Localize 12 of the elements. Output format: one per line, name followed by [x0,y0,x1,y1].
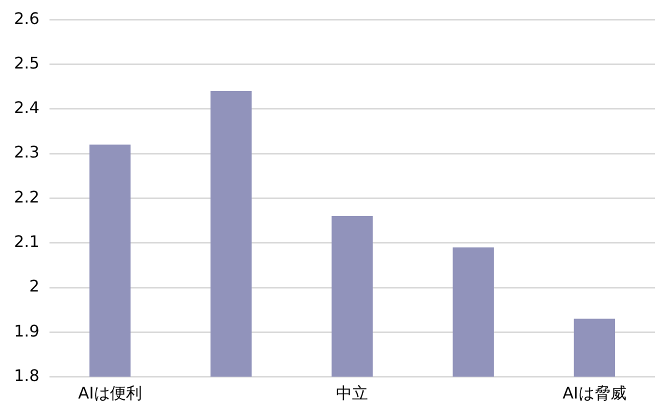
y-tick-label: 2.6 [14,8,40,28]
y-tick-label: 1.9 [14,321,40,340]
y-tick-label: 2.2 [14,187,40,206]
y-tick-label: 2 [29,276,40,296]
y-tick-label: 2.5 [14,53,40,72]
y-tick-label: 1.8 [14,366,40,385]
x-tick-label: 中立 [336,384,368,403]
x-tick-label: AIは脅威 [562,384,626,403]
y-tick-label: 2.4 [14,98,40,118]
y-tick-label: 2.1 [14,232,40,252]
y-tick-label: 2.3 [14,142,40,162]
x-tick-label: AIは便利 [78,384,142,403]
